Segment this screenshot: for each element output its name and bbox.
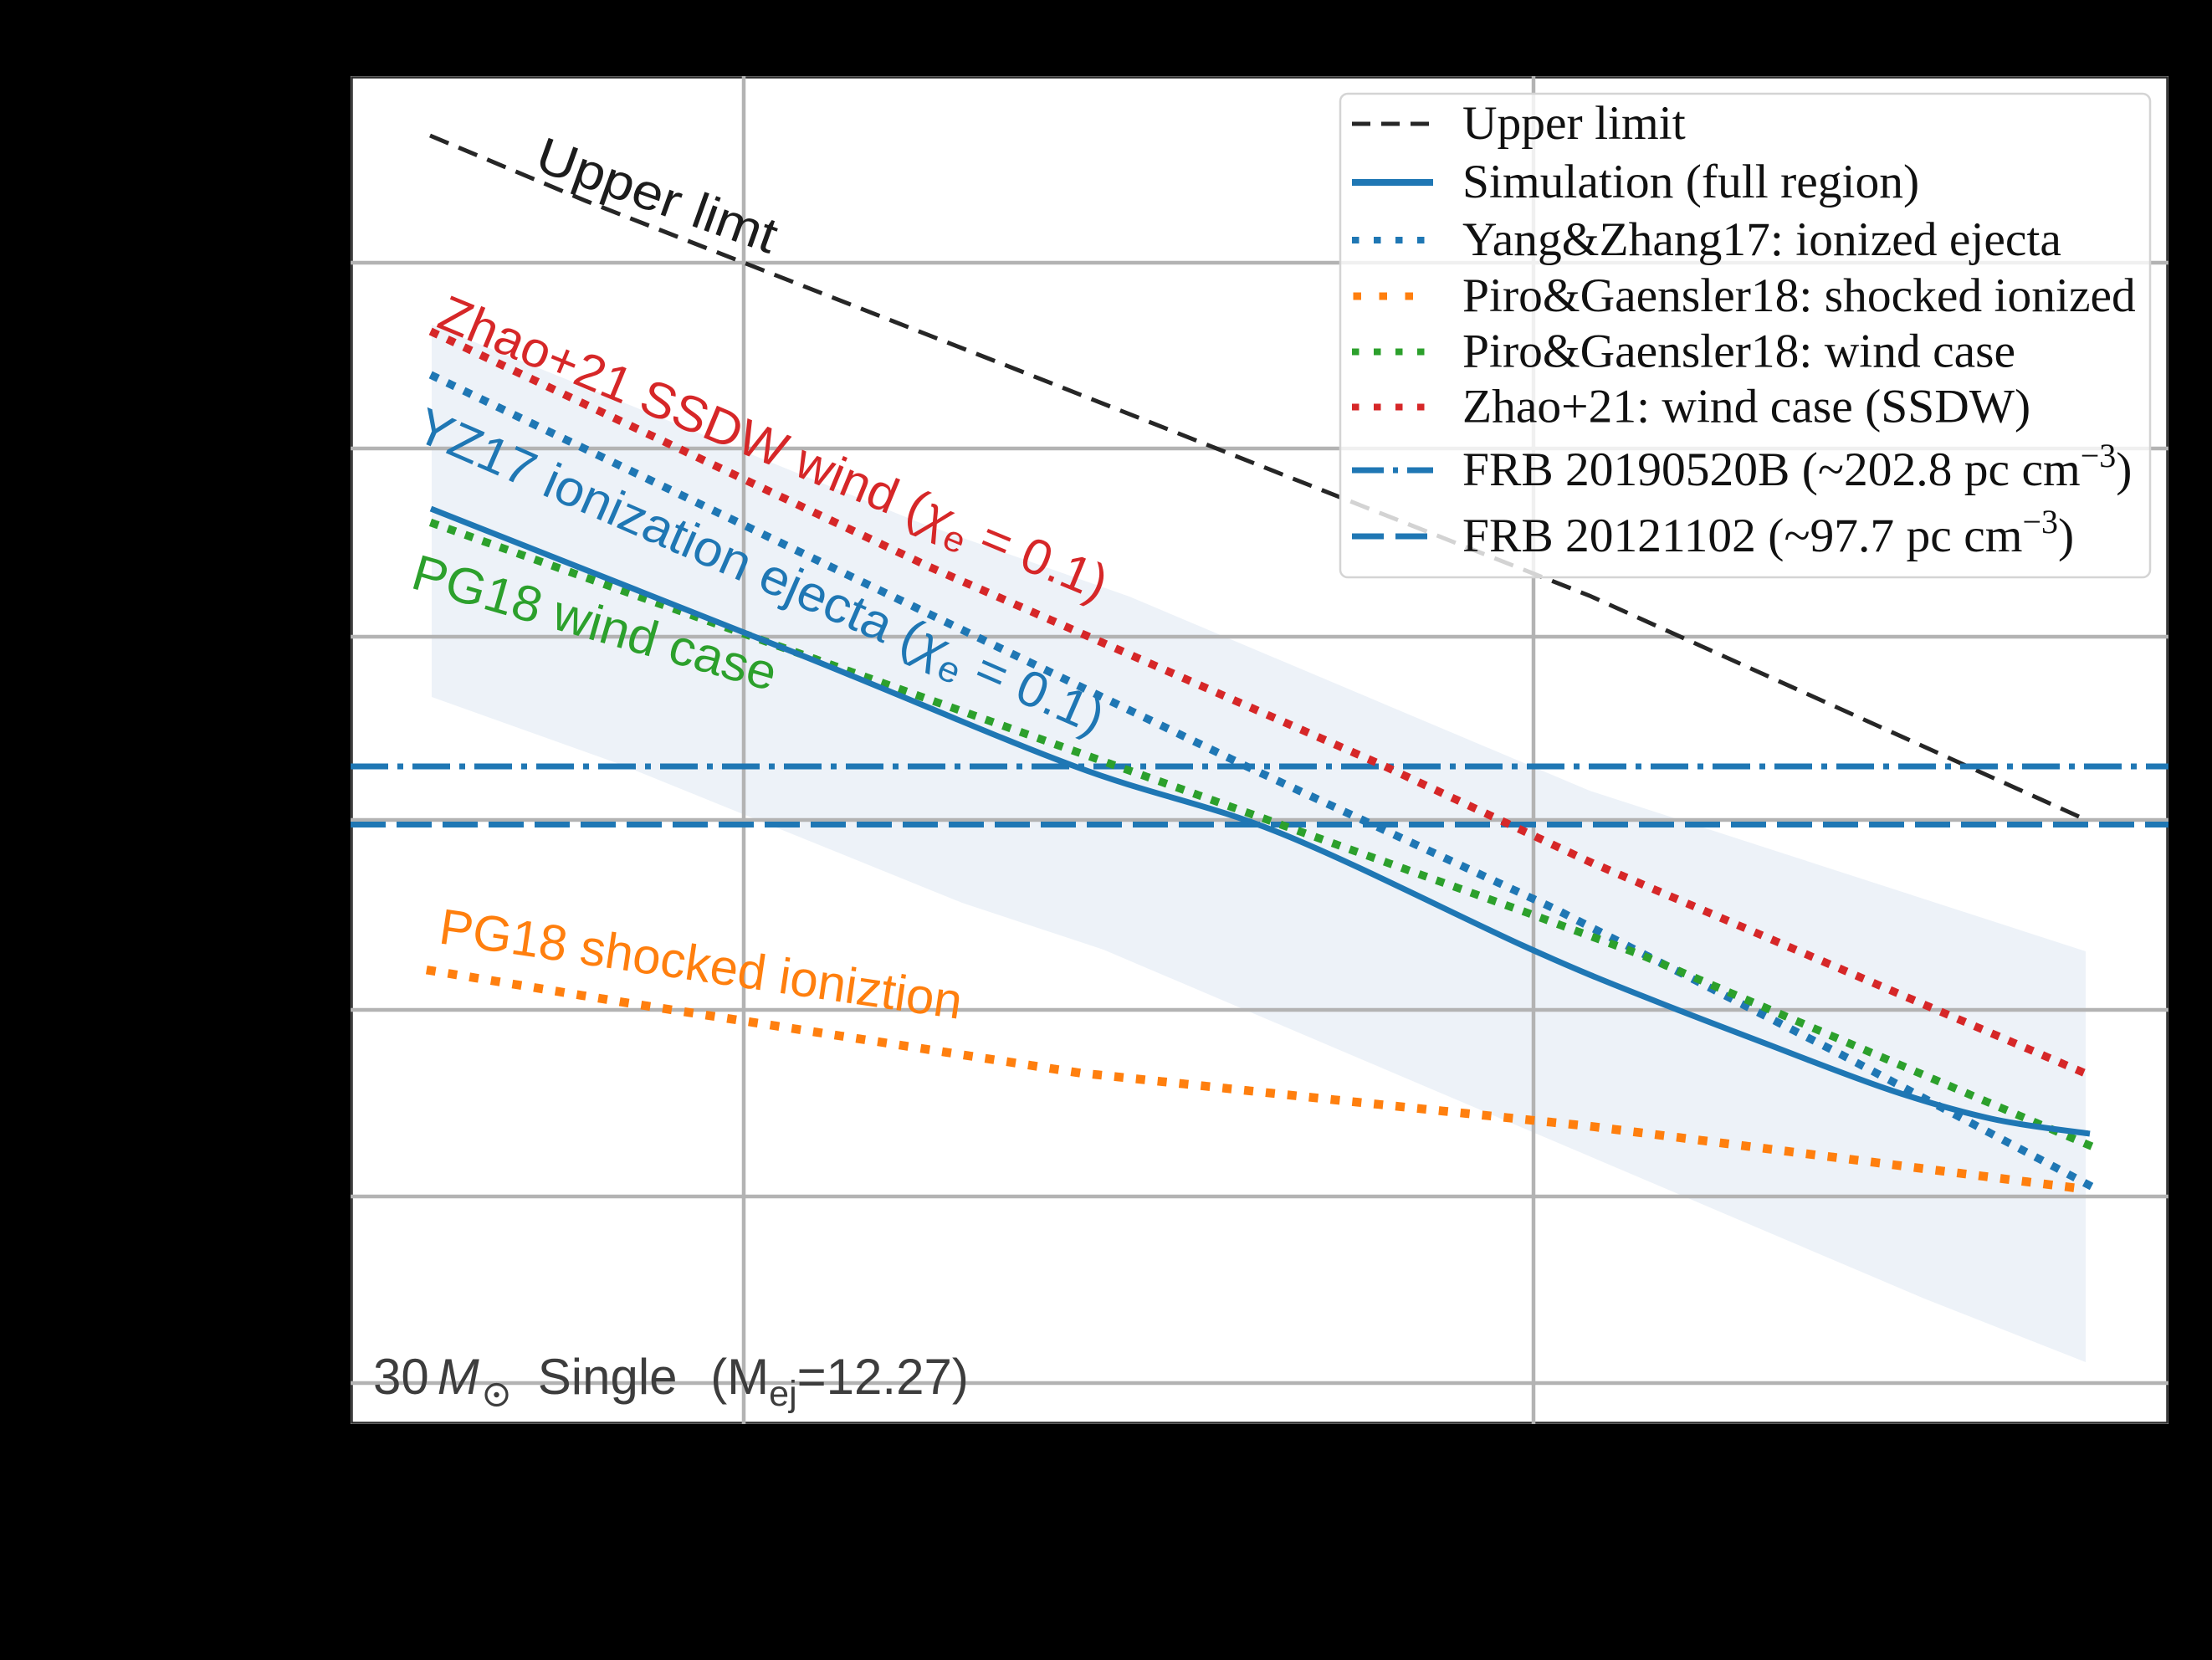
svg-text:Upper limit: Upper limit (1462, 97, 1686, 150)
svg-text:FRB 20190520B (~202.8 pc cm−3): FRB 20190520B (~202.8 pc cm−3) (1462, 437, 2132, 496)
svg-text:FRB 20121102 (~97.7 pc cm−3): FRB 20121102 (~97.7 pc cm−3) (1462, 503, 2074, 562)
svg-text:Piro&Gaensler18: wind case: Piro&Gaensler18: wind case (1462, 325, 2015, 378)
svg-text:Piro&Gaensler18: shocked ioniz: Piro&Gaensler18: shocked ionized (1462, 269, 2136, 322)
svg-text:Simulation (full region): Simulation (full region) (1462, 156, 1919, 208)
svg-text:Yang&Zhang17: ionized ejecta: Yang&Zhang17: ionized ejecta (1462, 213, 2061, 266)
svg-text:Zhao+21: wind case (SSDW): Zhao+21: wind case (SSDW) (1462, 381, 2030, 433)
